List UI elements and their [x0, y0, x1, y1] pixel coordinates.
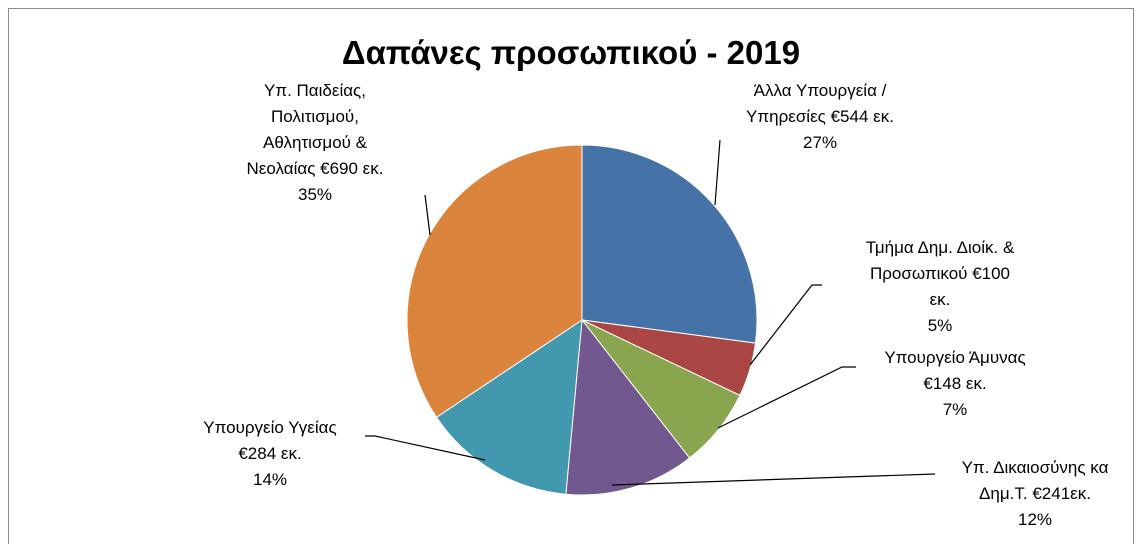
chart-border — [8, 8, 1134, 544]
data-label: Υπ. Παιδείας, Πολιτισμού, Αθλητισμού & Ν… — [235, 78, 395, 208]
slices — [406, 144, 758, 496]
data-label: Τμήμα Δημ. Διοίκ. & Προσωπικού €100 εκ. 5… — [858, 235, 1023, 339]
label-value: €100 εκ. — [929, 264, 1011, 309]
leader-line — [365, 435, 486, 461]
label-value: €284 εκ. — [238, 444, 302, 463]
chart-title: Δαπάνες προσωπικού - 2019 — [341, 34, 801, 71]
pie-slice — [435, 319, 583, 495]
label-category: Υπουργείο Άμυνας — [884, 348, 1026, 367]
label-category: Τμήμα Δημ. Διοίκ. & Προσωπικού — [865, 238, 1015, 283]
label-percent: 12% — [1017, 510, 1053, 529]
label-percent: 14% — [252, 470, 288, 489]
label-value: €241εκ. — [1032, 484, 1091, 503]
leader-line — [714, 139, 721, 206]
data-label: Υπουργείο Άμυνας €148 εκ. 7% — [873, 345, 1038, 423]
label-value: €148 εκ. — [923, 374, 987, 393]
leader-line — [749, 284, 822, 366]
data-label: Υπ. Δικαιοσύνης κα Δημ.Τ. €241εκ. 12% — [940, 455, 1130, 533]
label-category: Υπ. Δικαιοσύνης κα Δημ.Τ. — [961, 458, 1109, 503]
label-percent: 27% — [802, 133, 838, 152]
label-value: €690 εκ. — [320, 159, 384, 178]
data-label: Υπουργείο Υγείας €284 εκ. 14% — [188, 415, 353, 493]
label-percent: 5% — [927, 316, 953, 335]
pie-slice — [581, 144, 758, 344]
label-category: Υπ. Παιδείας, Πολιτισμού, Αθλητισμού & Ν… — [246, 81, 368, 178]
leader-line — [611, 473, 936, 486]
leader-line — [717, 366, 856, 429]
data-label: Άλλα Υπουργεία / Υπηρεσίες €544 εκ. 27% — [733, 78, 908, 156]
label-category: Υπουργείο Υγείας — [203, 418, 337, 437]
pie-slice — [406, 144, 583, 418]
label-category: Άλλα Υπουργεία / Υπηρεσίες — [746, 81, 887, 126]
label-percent: 35% — [297, 185, 333, 204]
leader-line — [424, 194, 431, 236]
label-value: €544 εκ. — [830, 107, 894, 126]
label-percent: 7% — [942, 400, 968, 419]
pie-slice — [565, 318, 691, 496]
